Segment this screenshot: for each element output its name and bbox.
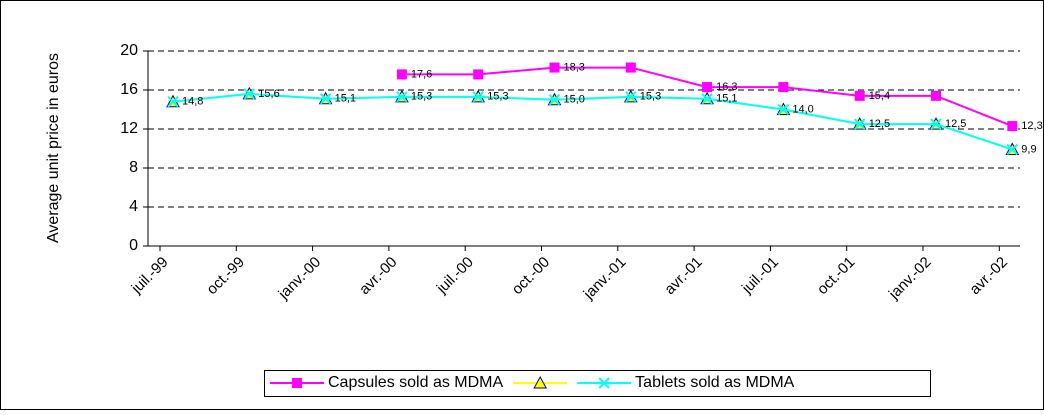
- marker: [853, 118, 866, 130]
- data-label: 17,6: [411, 68, 432, 80]
- y-axis-label: Average unit price in euros: [45, 53, 62, 243]
- y-tick-label: 12: [120, 120, 138, 137]
- marker: [702, 82, 713, 93]
- marker: [167, 95, 179, 108]
- data-label: 12,5: [869, 118, 890, 130]
- data-label: 14,8: [182, 96, 203, 108]
- data-label: 15,3: [487, 91, 508, 103]
- marker: [243, 88, 256, 100]
- data-label: 16,3: [716, 81, 737, 93]
- data-label: 15,4: [869, 90, 890, 102]
- marker: [778, 82, 789, 93]
- legend-marker: [292, 378, 302, 388]
- data-label: 15,6: [258, 88, 279, 100]
- y-tick-label: 8: [129, 159, 138, 176]
- data-label: 9,9: [1021, 143, 1036, 155]
- marker: [473, 69, 484, 80]
- marker: [319, 93, 332, 105]
- marker: [701, 93, 713, 105]
- marker: [1006, 143, 1019, 156]
- data-label: 15,1: [335, 93, 356, 105]
- legend-label: Capsules sold as MDMA: [328, 374, 504, 391]
- data-label: 15,3: [411, 91, 432, 103]
- data-label: 15,3: [640, 91, 661, 103]
- marker: [931, 90, 941, 101]
- data-label: 15,1: [716, 93, 737, 105]
- data-label: 18,3: [564, 61, 585, 73]
- marker: [396, 69, 407, 80]
- legend-marker: [598, 377, 610, 389]
- data-label: 15,0: [564, 94, 585, 106]
- marker: [549, 62, 560, 73]
- data-label: 12,3: [1021, 120, 1042, 132]
- data-label: 14,0: [792, 103, 813, 115]
- marker: [930, 118, 942, 130]
- marker: [548, 94, 561, 106]
- series-line: [172, 92, 1013, 151]
- marker: [625, 91, 637, 103]
- marker: [396, 91, 408, 103]
- legend-label: Tablets sold as MDMA: [635, 374, 794, 391]
- y-tick-label: 4: [129, 198, 138, 215]
- legend-marker: [533, 375, 548, 389]
- marker: [854, 90, 865, 101]
- marker: [777, 103, 790, 116]
- y-tick-label: 0: [129, 237, 138, 254]
- y-tick-label: 20: [120, 42, 138, 59]
- y-tick-label: 16: [120, 81, 138, 98]
- marker: [472, 91, 484, 103]
- data-label: 12,5: [945, 118, 966, 130]
- marker: [625, 62, 636, 73]
- marker: [1007, 121, 1018, 132]
